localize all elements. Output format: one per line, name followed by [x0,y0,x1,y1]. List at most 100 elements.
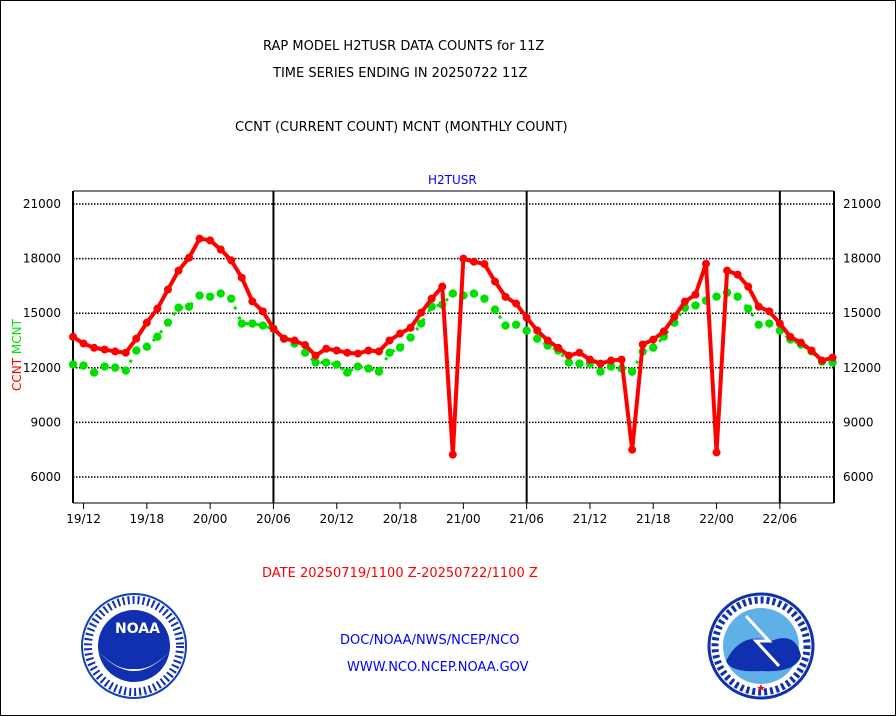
data-point-mcnt [163,318,173,327]
data-point-ccnt [258,307,267,316]
data-point-ccnt [533,326,542,335]
footer-url[interactable]: WWW.NCO.NCEP.NOAA.GOV [347,660,529,675]
data-point-mcnt [691,301,700,310]
data-point-mcnt [374,367,384,376]
data-point-ccnt [659,327,668,336]
data-point-ccnt [702,259,710,268]
data-point-mcnt [237,319,246,328]
data-point-ccnt [807,346,816,355]
x-tick-label: 21/06 [509,512,544,526]
data-point-mcnt [216,289,225,298]
data-point-ccnt [501,292,510,301]
data-point-ccnt [69,332,77,341]
data-point-ccnt [427,294,436,303]
data-point-mcnt [733,292,742,301]
data-point-ccnt [111,347,120,356]
data-point-ccnt [174,266,183,275]
data-point-ccnt [480,260,489,269]
data-point-ccnt [649,335,658,344]
data-point-ccnt [153,304,162,313]
data-point-ccnt [765,307,774,316]
data-point-mcnt [89,368,99,377]
data-point-mcnt [184,302,194,311]
data-point-ccnt [142,318,151,327]
x-tick-label: 20/18 [383,512,418,526]
y-tick-label-right: 18000 [843,252,881,266]
data-point-ccnt [459,254,468,263]
data-point-mcnt [300,348,310,357]
footer-org: DOC/NOAA/NWS/NCEP/NCO [340,633,520,648]
data-point-ccnt [132,334,141,343]
data-point-mcnt [79,361,88,370]
x-tick-label: 21/18 [636,512,671,526]
data-point-mcnt [258,321,268,330]
data-point-ccnt [607,356,616,365]
data-point-ccnt [322,344,331,353]
data-point-ccnt [754,302,763,311]
data-point-ccnt [617,355,626,364]
data-point-ccnt [90,343,99,352]
legend-text: CCNT (CURRENT COUNT) MCNT (MONTHLY COUNT… [235,120,568,135]
chart-title: RAP MODEL H2TUSR DATA COUNTS for 11Z [263,39,545,54]
data-point-ccnt [163,285,172,294]
y-tick-label-right: 6000 [843,470,874,484]
y-tick-label-left: 18000 [23,252,61,266]
data-point-mcnt [501,321,510,330]
data-point-ccnt [343,348,352,357]
data-point-mcnt [480,294,489,303]
data-point-mcnt [205,292,215,301]
y-tick-label-left: 15000 [23,306,61,320]
y-tick-label-right: 12000 [843,361,881,375]
data-point-mcnt [490,305,500,314]
data-point-mcnt [754,320,763,329]
data-point-ccnt [796,338,805,347]
data-point-ccnt [585,355,594,364]
data-point-mcnt [596,367,605,376]
x-tick-label: 22/06 [763,512,798,526]
data-point-mcnt [606,362,616,371]
data-point-ccnt [596,359,605,368]
data-point-ccnt [564,351,573,360]
data-point-mcnt [322,358,331,367]
data-point-ccnt [638,340,647,349]
data-point-ccnt [438,282,447,291]
data-point-ccnt [744,282,753,291]
data-point-ccnt [79,339,88,348]
data-point-mcnt [395,343,405,352]
x-tick-label: 20/00 [193,512,228,526]
data-point-mcnt [311,358,320,367]
data-point-mcnt [522,326,531,335]
data-point-mcnt [533,334,542,343]
data-point-mcnt [627,367,637,376]
x-tick-label: 19/18 [130,512,165,526]
data-point-ccnt [374,347,383,356]
data-point-mcnt [469,289,479,298]
data-point-mcnt [765,319,774,328]
data-point-ccnt [280,334,288,343]
data-point-ccnt [543,336,552,345]
data-point-mcnt [406,333,415,342]
data-point-ccnt [670,312,679,321]
data-point-mcnt [100,362,109,371]
y-label-ccnt: CCNT [10,354,24,391]
data-point-mcnt [511,320,521,329]
data-point-ccnt [353,349,362,358]
data-point-mcnt [142,342,152,351]
y-tick-label-right: 15000 [843,306,881,320]
data-point-ccnt [121,348,130,357]
data-point-ccnt [269,324,278,333]
data-point-mcnt [227,294,236,303]
data-point-ccnt [491,277,499,286]
data-point-ccnt [332,346,341,355]
data-point-mcnt [195,291,204,300]
data-point-ccnt [290,336,299,345]
data-point-ccnt [786,332,795,341]
x-tick-label: 21/12 [573,512,608,526]
data-point-mcnt [448,289,457,298]
data-point-ccnt [237,273,246,282]
data-point-ccnt [248,297,257,306]
data-point-ccnt [195,234,204,243]
x-tick-label: 22/00 [699,512,734,526]
y-tick-label-left: 6000 [30,470,61,484]
